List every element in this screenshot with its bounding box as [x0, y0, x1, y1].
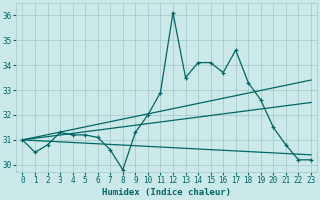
- X-axis label: Humidex (Indice chaleur): Humidex (Indice chaleur): [102, 188, 231, 197]
